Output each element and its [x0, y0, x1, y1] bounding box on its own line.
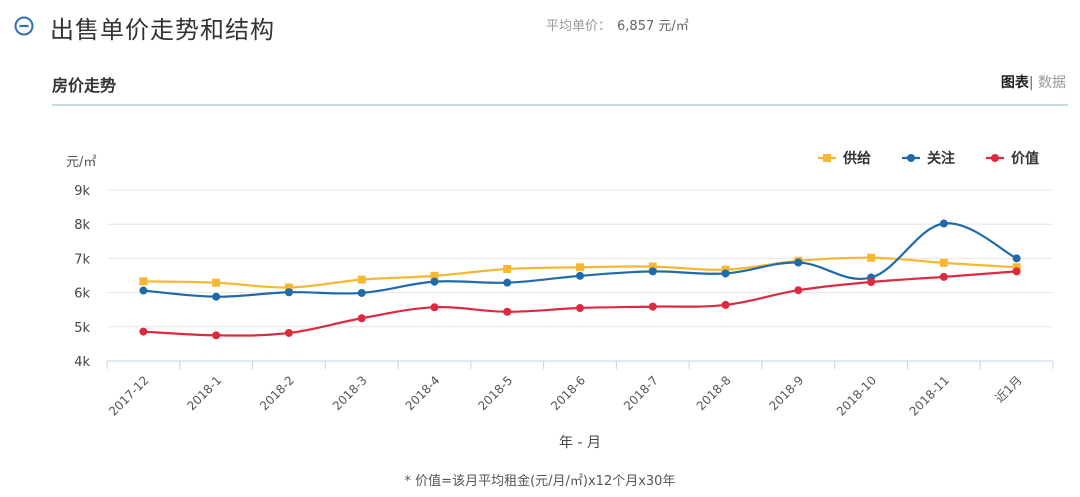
legend-label: 价值: [1011, 150, 1039, 167]
data-point-value: [648, 302, 657, 311]
y-tick-label: 9k: [74, 184, 90, 199]
price-trend-chart: 元/㎡ 4k 5k 6k 7k 8k 9k 2017-12 2018-1 2018-2 2018-…: [66, 150, 1054, 451]
data-point-supply: [284, 283, 293, 292]
data-point-value: [721, 300, 730, 309]
x-tick-label: 2018-9: [766, 373, 806, 413]
y-tick-label: 5k: [74, 321, 90, 336]
data-point-attention: [430, 277, 439, 286]
data-point-value: [284, 328, 293, 337]
y-axis-unit: 元/㎡: [66, 155, 96, 170]
data-point-supply: [939, 258, 948, 267]
data-point-supply: [867, 253, 876, 262]
data-point-value: [1012, 267, 1021, 276]
data-point-supply: [648, 262, 657, 271]
data-point-value: [357, 314, 366, 323]
average-price: 平均单价： 6,857 元/㎡: [546, 15, 689, 34]
chart-subheader: 房价走势 图表| 数据: [52, 68, 1068, 106]
x-tick-label: 近1月: [992, 373, 1024, 405]
data-point-value: [867, 277, 876, 286]
x-tick-label: 2018-11: [907, 373, 952, 418]
series-line-attention: [143, 222, 1018, 298]
legend-marker: [907, 154, 915, 162]
legend-label: 供给: [842, 150, 871, 167]
y-tick-label: 6k: [74, 287, 90, 302]
x-tick-label: 2018-4: [403, 373, 443, 413]
x-axis-label: 年 - 月: [559, 435, 601, 451]
x-tick-label: 2018-2: [257, 373, 297, 413]
x-tick-label: 2018-8: [694, 373, 734, 413]
data-point-attention: [576, 271, 584, 280]
series-attention: [139, 219, 1021, 301]
data-point-value: [576, 303, 584, 312]
x-tick-label: 2018-3: [330, 373, 370, 413]
legend-label: 关注: [927, 150, 955, 167]
footnote: * 价值=该月平均租金(元/月/㎡)x12个月x30年: [404, 474, 676, 489]
collapse-icon[interactable]: [14, 16, 34, 36]
data-point-value: [503, 307, 512, 316]
x-tick-label: 2018-1: [184, 373, 224, 413]
average-price-value: 6,857 元/㎡: [617, 19, 689, 34]
x-tick-label: 2018-7: [621, 373, 661, 413]
data-point-supply: [576, 263, 584, 272]
data-point-attention: [284, 288, 293, 297]
data-point-attention: [648, 267, 657, 276]
average-price-label: 平均单价：: [546, 19, 612, 34]
x-tick-label: 2018-6: [548, 373, 588, 413]
data-point-supply: [212, 278, 221, 287]
data-point-supply: [357, 275, 366, 284]
chart-title: 房价走势: [52, 76, 117, 95]
data-point-attention: [503, 278, 512, 287]
data-point-value: [212, 331, 221, 340]
series-line-value: [143, 270, 1017, 337]
x-tick-label: 2017-12: [106, 373, 151, 418]
data-point-attention: [212, 292, 221, 301]
data-point-value: [939, 272, 948, 281]
legend-marker: [823, 154, 831, 162]
section-header: 出售单价走势和结构 平均单价： 6,857 元/㎡: [12, 8, 1072, 44]
y-tick-label: 7k: [74, 252, 90, 267]
y-tick-label: 8k: [74, 218, 90, 233]
data-point-attention: [794, 258, 803, 267]
data-point-attention: [139, 286, 148, 295]
legend-item-attention: 关注: [902, 150, 955, 167]
legend-marker: [991, 154, 999, 162]
y-tick-label: 4k: [74, 355, 90, 370]
legend-item-value: 价值: [986, 150, 1039, 167]
data-point-supply: [1012, 263, 1021, 272]
x-tick-label: 2018-5: [475, 373, 515, 413]
tab-chart[interactable]: 图表: [1000, 75, 1029, 91]
data-point-supply: [430, 271, 439, 280]
data-point-value: [794, 286, 803, 295]
data-point-attention: [721, 269, 730, 278]
data-point-attention: [1012, 254, 1021, 263]
tab-data[interactable]: 数据: [1038, 75, 1066, 91]
data-point-supply: [139, 277, 148, 286]
series-supply: [139, 253, 1021, 292]
data-point-attention: [357, 288, 366, 297]
legend-item-supply: 供给: [818, 150, 871, 167]
data-point-value: [139, 327, 148, 336]
view-toggle: 图表| 数据: [1001, 72, 1066, 92]
x-tick-label: 2018-10: [834, 373, 879, 418]
section-title: 出售单价走势和结构: [50, 16, 275, 44]
data-point-value: [430, 303, 439, 312]
data-point-attention: [939, 219, 948, 228]
tab-separator: |: [1028, 75, 1034, 91]
series-value: [139, 267, 1021, 340]
data-point-supply: [503, 265, 512, 274]
